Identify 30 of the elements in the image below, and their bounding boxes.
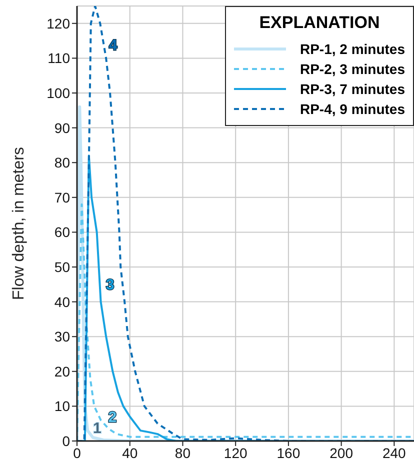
annotation: 4 [108,37,118,54]
y-tick-label: 110 [48,50,70,66]
legend-label: RP-4, 9 minutes [300,100,405,119]
y-tick-label: 60 [54,224,70,240]
annotation: 1 [93,420,102,437]
legend-label: RP-1, 2 minutes [300,40,405,59]
x-tick-label: 120 [224,444,248,461]
y-tick-label: 120 [46,15,70,32]
x-tick-label: 160 [276,444,300,461]
x-tick-label: 200 [330,444,354,461]
y-tick-label: 50 [54,258,70,275]
y-tick-label: 70 [54,189,70,206]
y-tick-label: 80 [54,154,70,171]
x-tick-label: 40 [122,444,138,461]
legend-label: RP-3, 7 minutes [300,80,405,99]
y-tick-label: 30 [54,328,70,345]
annotation: 3 [106,276,114,294]
y-tick-label: 100 [46,84,70,101]
y-tick-label: 20 [54,363,70,380]
x-tick-label: 0 [73,444,82,461]
y-tick-label: 0 [62,432,70,449]
y-tick-label: 10 [54,398,70,414]
y-tick-label: 40 [54,294,70,310]
y-tick-label: 90 [54,120,70,136]
y-axis-title: Flow depth, in meters [10,147,28,300]
x-tick-label: 80 [174,444,191,461]
x-tick-label: 240 [382,444,406,461]
legend-label: RP-2, 3 minutes [300,60,405,79]
legend-title: EXPLANATION [258,13,381,33]
annotation: 2 [108,409,117,426]
